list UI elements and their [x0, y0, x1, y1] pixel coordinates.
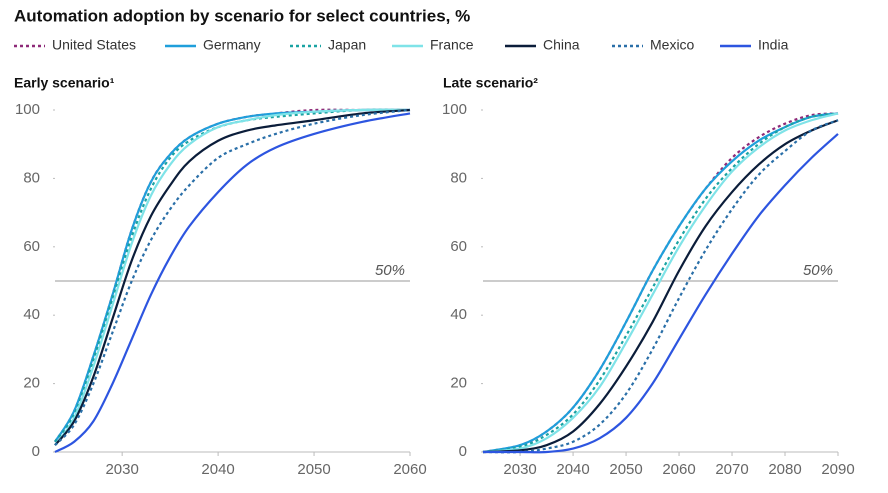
series-line [483, 133, 839, 454]
series-line [54, 108, 411, 446]
legend-label: Mexico [650, 37, 695, 53]
series-line [54, 112, 411, 453]
panel-title: Late scenario² [443, 75, 538, 91]
y-tick-label: 0 [459, 443, 467, 460]
y-tick-label: 20 [23, 375, 40, 392]
y-tick-label: 80 [23, 169, 40, 186]
x-tick-label: 2040 [201, 461, 234, 478]
reference-label: 50% [803, 262, 833, 279]
series-line [54, 108, 411, 446]
x-tick-label: 2080 [768, 461, 801, 478]
y-tick-label: 80 [450, 169, 467, 186]
series-line [482, 119, 839, 454]
x-tick-label: 2060 [393, 461, 426, 478]
chart-title: Automation adoption by scenario for sele… [14, 6, 470, 25]
reference-label: 50% [375, 262, 405, 279]
y-tick-label: 40 [450, 306, 467, 323]
series-line [54, 108, 411, 446]
legend-label: India [758, 37, 789, 53]
series-line [482, 112, 839, 454]
legend-label: China [543, 37, 580, 53]
x-tick-label: 2090 [821, 461, 854, 478]
y-tick-label: 0 [32, 443, 40, 460]
series-line [482, 112, 839, 454]
legend-label: Germany [203, 37, 261, 53]
series-line [482, 112, 839, 454]
legend-label: Japan [328, 37, 366, 53]
x-tick-label: 2050 [297, 461, 330, 478]
y-tick-label: 100 [15, 101, 40, 118]
legend-label: United States [52, 37, 136, 53]
series-line [54, 108, 411, 443]
legend-label: France [430, 37, 474, 53]
x-tick-label: 2050 [609, 461, 642, 478]
y-tick-label: 20 [450, 375, 467, 392]
y-tick-label: 100 [442, 101, 467, 118]
x-tick-label: 2040 [556, 461, 589, 478]
y-tick-label: 40 [23, 306, 40, 323]
x-tick-label: 2030 [503, 461, 536, 478]
x-tick-label: 2060 [662, 461, 695, 478]
series-line [482, 119, 839, 454]
y-tick-label: 60 [23, 238, 40, 255]
y-tick-label: 60 [450, 238, 467, 255]
panel-title: Early scenario¹ [14, 75, 115, 91]
x-tick-label: 2070 [715, 461, 748, 478]
series-line [482, 112, 839, 454]
x-tick-label: 2030 [105, 461, 138, 478]
